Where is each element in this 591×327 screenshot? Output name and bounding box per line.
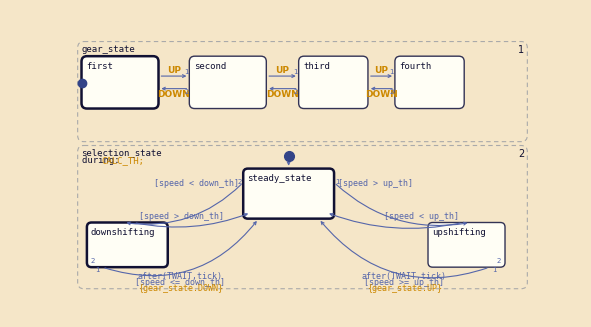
Text: CALC_TH;: CALC_TH; bbox=[102, 156, 145, 165]
Text: [speed < up_th]: [speed < up_th] bbox=[384, 212, 459, 221]
Text: 2: 2 bbox=[91, 258, 95, 264]
Text: second: second bbox=[194, 61, 226, 71]
FancyBboxPatch shape bbox=[189, 56, 267, 109]
FancyBboxPatch shape bbox=[243, 169, 334, 219]
Text: [speed <= down_th]: [speed <= down_th] bbox=[135, 278, 225, 287]
FancyBboxPatch shape bbox=[428, 222, 505, 267]
Text: DOWN: DOWN bbox=[266, 90, 299, 99]
Text: 1: 1 bbox=[389, 69, 394, 75]
FancyBboxPatch shape bbox=[82, 56, 158, 109]
Text: after(TWAIT,tick): after(TWAIT,tick) bbox=[362, 272, 447, 281]
Text: {gear_state.UP}: {gear_state.UP} bbox=[366, 284, 441, 293]
Text: fourth: fourth bbox=[400, 61, 432, 71]
Text: [speed < down_th]: [speed < down_th] bbox=[154, 180, 239, 188]
Text: 2: 2 bbox=[294, 89, 298, 95]
Text: [speed > down_th]: [speed > down_th] bbox=[139, 212, 224, 221]
Text: [speed >= up_th]: [speed >= up_th] bbox=[364, 278, 444, 287]
Text: [speed > up_th]: [speed > up_th] bbox=[338, 180, 413, 188]
FancyBboxPatch shape bbox=[298, 56, 368, 109]
FancyBboxPatch shape bbox=[77, 146, 527, 289]
Text: gear_state: gear_state bbox=[82, 44, 135, 54]
Text: selection_state: selection_state bbox=[82, 148, 162, 158]
Text: 1: 1 bbox=[96, 267, 100, 273]
Text: 2: 2 bbox=[518, 148, 524, 159]
Text: 1: 1 bbox=[518, 44, 524, 55]
FancyBboxPatch shape bbox=[77, 42, 527, 142]
FancyBboxPatch shape bbox=[87, 222, 168, 267]
Text: 1: 1 bbox=[293, 69, 298, 75]
Text: third: third bbox=[303, 61, 330, 71]
Text: downshifting: downshifting bbox=[91, 228, 155, 237]
Text: {gear_state.DOWN}: {gear_state.DOWN} bbox=[138, 284, 223, 293]
Text: DOWN: DOWN bbox=[158, 90, 190, 99]
Text: 1: 1 bbox=[492, 267, 496, 273]
Text: steady_state: steady_state bbox=[247, 174, 311, 183]
Text: during:: during: bbox=[82, 156, 125, 165]
Text: upshifting: upshifting bbox=[432, 228, 486, 237]
Text: after(TWAIT,tick): after(TWAIT,tick) bbox=[138, 272, 223, 281]
Text: 1: 1 bbox=[336, 180, 340, 185]
Text: 2: 2 bbox=[184, 89, 189, 95]
Text: 2: 2 bbox=[238, 180, 242, 185]
Text: UP: UP bbox=[375, 65, 388, 75]
Text: first: first bbox=[86, 61, 113, 71]
Text: 2: 2 bbox=[389, 89, 394, 95]
FancyBboxPatch shape bbox=[395, 56, 464, 109]
Text: DOWN: DOWN bbox=[365, 90, 398, 99]
Text: 1: 1 bbox=[184, 69, 189, 75]
Text: UP: UP bbox=[275, 65, 290, 75]
Text: 2: 2 bbox=[497, 258, 501, 264]
Text: UP: UP bbox=[167, 65, 181, 75]
